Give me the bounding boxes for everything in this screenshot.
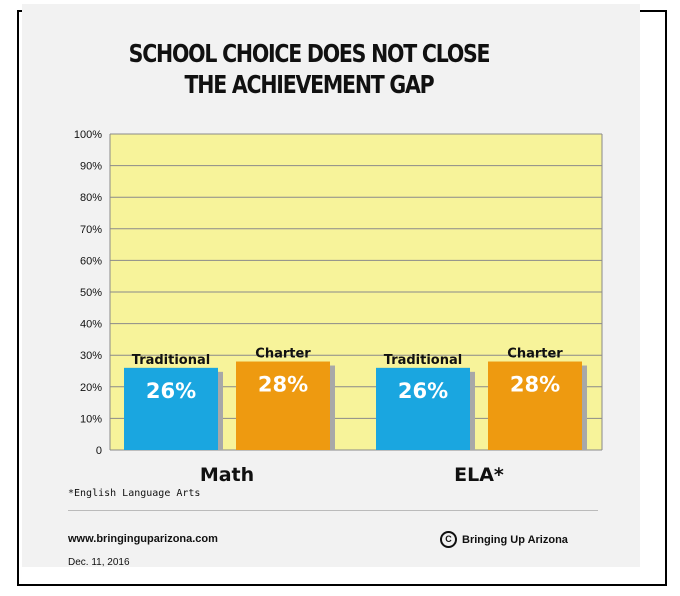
x-category-label: ELA* bbox=[454, 464, 504, 486]
y-tick-label: 80% bbox=[80, 192, 102, 204]
bar-series-label: Traditional bbox=[132, 353, 210, 368]
date: Dec. 11, 2016 bbox=[68, 557, 130, 568]
y-tick-label: 10% bbox=[80, 413, 102, 425]
y-tick-label: 40% bbox=[80, 319, 102, 331]
y-tick-label: 90% bbox=[80, 161, 102, 173]
chart-title-line-1: SCHOOL CHOICE DOES NOT CLOSE bbox=[128, 39, 491, 68]
footer-divider bbox=[68, 510, 598, 511]
bar-series-label: Traditional bbox=[384, 353, 462, 368]
copyright-icon: C bbox=[440, 531, 457, 548]
bar-traditional-0 bbox=[124, 367, 218, 450]
copyright-text: Bringing Up Arizona bbox=[462, 533, 568, 546]
y-tick-label: 30% bbox=[80, 350, 102, 362]
bar-traditional-1 bbox=[376, 367, 470, 450]
bar-charter-0 bbox=[236, 361, 330, 450]
bar-series-label: Charter bbox=[255, 347, 311, 362]
y-tick-label: 50% bbox=[80, 287, 102, 299]
bar-value-label: 28% bbox=[258, 373, 308, 397]
y-tick-label: 20% bbox=[80, 382, 102, 394]
copyright: C Bringing Up Arizona bbox=[440, 531, 568, 548]
y-tick-label: 100% bbox=[74, 129, 102, 141]
footnote: *English Language Arts bbox=[68, 488, 201, 499]
chart-title-line-2: THE ACHIEVEMENT GAP bbox=[184, 70, 435, 99]
website-url: www.bringinguparizona.com bbox=[68, 533, 218, 545]
y-tick-label: 0 bbox=[96, 445, 102, 457]
bar-value-label: 26% bbox=[146, 379, 196, 403]
y-tick-label: 60% bbox=[80, 255, 102, 267]
bar-value-label: 26% bbox=[398, 379, 448, 403]
x-category-label: Math bbox=[200, 464, 254, 486]
bar-value-label: 28% bbox=[510, 373, 560, 397]
y-tick-label: 70% bbox=[80, 224, 102, 236]
bar-charter-1 bbox=[488, 361, 582, 450]
bar-series-label: Charter bbox=[507, 347, 563, 362]
